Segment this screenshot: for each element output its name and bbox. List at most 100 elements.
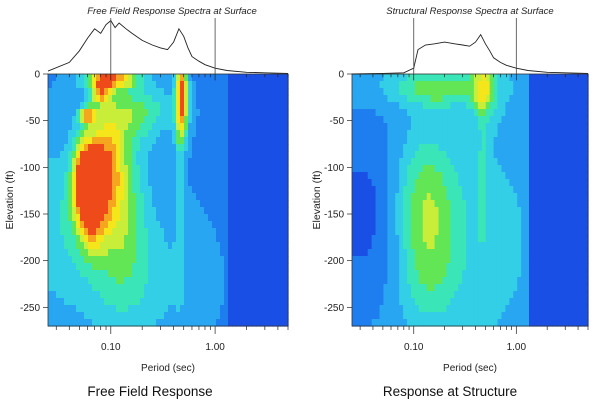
heatmap-cell	[220, 298, 225, 306]
heatmap-cell	[208, 130, 213, 138]
heatmap-cell	[220, 137, 225, 145]
heatmap-cell	[168, 102, 173, 110]
heatmap-cell	[268, 123, 273, 131]
heatmap-cell	[352, 200, 357, 208]
heatmap-cell	[470, 277, 475, 285]
heatmap-cell	[363, 74, 369, 82]
heatmap-cell	[383, 123, 388, 131]
heatmap-cell	[152, 165, 157, 173]
heatmap-cell	[112, 207, 117, 215]
heatmap-cell	[196, 256, 201, 264]
heatmap-cell	[395, 242, 400, 250]
heatmap-cell	[462, 186, 467, 194]
heatmap-cell	[556, 186, 562, 194]
heatmap-cell	[532, 116, 538, 124]
heatmap-cell	[407, 277, 412, 285]
heatmap-cell	[418, 277, 424, 285]
heatmap-cell	[403, 228, 408, 236]
heatmap-cell	[108, 284, 113, 292]
heatmap-cell	[446, 291, 451, 299]
heatmap-cell	[232, 284, 237, 292]
heatmap-cell	[252, 284, 257, 292]
heatmap-cell	[84, 263, 89, 271]
heatmap-cell	[442, 249, 447, 257]
heatmap-cell	[248, 277, 253, 285]
heatmap-cell	[454, 270, 459, 278]
heatmap-cell	[172, 207, 177, 215]
heatmap-cell	[172, 298, 177, 306]
heatmap-cell	[168, 270, 173, 278]
heatmap-cell	[422, 305, 428, 313]
heatmap-cell	[196, 88, 201, 96]
heatmap-cell	[188, 165, 193, 173]
heatmap-cell	[60, 123, 65, 131]
heatmap-cell	[196, 263, 201, 271]
heatmap-cell	[276, 151, 281, 159]
heatmap-cell	[100, 242, 105, 250]
heatmap-cell	[284, 116, 289, 124]
heatmap-cell	[184, 137, 189, 145]
heatmap-cell	[548, 319, 554, 327]
heatmap-cell	[556, 102, 562, 110]
heatmap-cell	[224, 305, 229, 313]
heatmap-cell	[176, 228, 181, 236]
heatmap-cell	[272, 95, 277, 103]
heatmap-cell	[180, 137, 185, 145]
heatmap-cell	[391, 116, 396, 124]
heatmap-cell	[387, 305, 392, 313]
heatmap-cell	[363, 263, 369, 271]
heatmap-cell	[580, 305, 585, 313]
heatmap-cell	[52, 242, 57, 250]
heatmap-cell	[576, 109, 581, 117]
heatmap-cell	[493, 109, 499, 117]
heatmap-cell	[168, 298, 173, 306]
heatmap-cell	[260, 256, 265, 264]
heatmap-cell	[411, 270, 416, 278]
heatmap-cell	[140, 158, 145, 166]
heatmap-cell	[168, 249, 173, 257]
heatmap-cell	[88, 263, 93, 271]
heatmap-cell	[148, 312, 153, 320]
heatmap-cell	[367, 277, 373, 285]
heatmap-cell	[220, 312, 225, 320]
heatmap-cell	[532, 165, 538, 173]
heatmap-cell	[256, 214, 261, 222]
heatmap-cell	[240, 151, 245, 159]
heatmap-cell	[208, 158, 213, 166]
heatmap-cell	[363, 312, 369, 320]
heatmap-cell	[383, 179, 388, 187]
heatmap-cell	[100, 207, 105, 215]
heatmap-cell	[276, 74, 281, 82]
heatmap-cell	[100, 228, 105, 236]
heatmap-cell	[84, 74, 89, 82]
heatmap-cell	[216, 291, 221, 299]
heatmap-cell	[168, 235, 173, 243]
heatmap-cell	[64, 200, 69, 208]
heatmap-cell	[544, 228, 550, 236]
heatmap-cell	[572, 305, 577, 313]
heatmap-cell	[454, 277, 459, 285]
x-axis-label-free-field: Period (sec)	[141, 363, 195, 374]
heatmap-cell	[128, 88, 133, 96]
heatmap-cell	[88, 137, 93, 145]
heatmap-cell	[446, 284, 451, 292]
heatmap-cell	[352, 298, 357, 306]
heatmap-cell	[276, 305, 281, 313]
heatmap-cell	[84, 130, 89, 138]
heatmap-cell	[68, 263, 73, 271]
heatmap-cell	[252, 109, 257, 117]
heatmap-cell	[252, 312, 257, 320]
heatmap-cell	[220, 228, 225, 236]
heatmap-cell	[76, 144, 81, 152]
heatmap-cell	[363, 319, 369, 327]
heatmap-cell	[501, 193, 506, 201]
heatmap-cell	[76, 88, 81, 96]
heatmap-cell	[208, 270, 213, 278]
heatmap-cell	[395, 312, 400, 320]
heatmap-cell	[240, 200, 245, 208]
heatmap-cell	[140, 193, 145, 201]
heatmap-cell	[548, 235, 554, 243]
heatmap-cell	[104, 88, 109, 96]
heatmap-cell	[399, 81, 404, 89]
heatmap-cell	[108, 123, 113, 131]
